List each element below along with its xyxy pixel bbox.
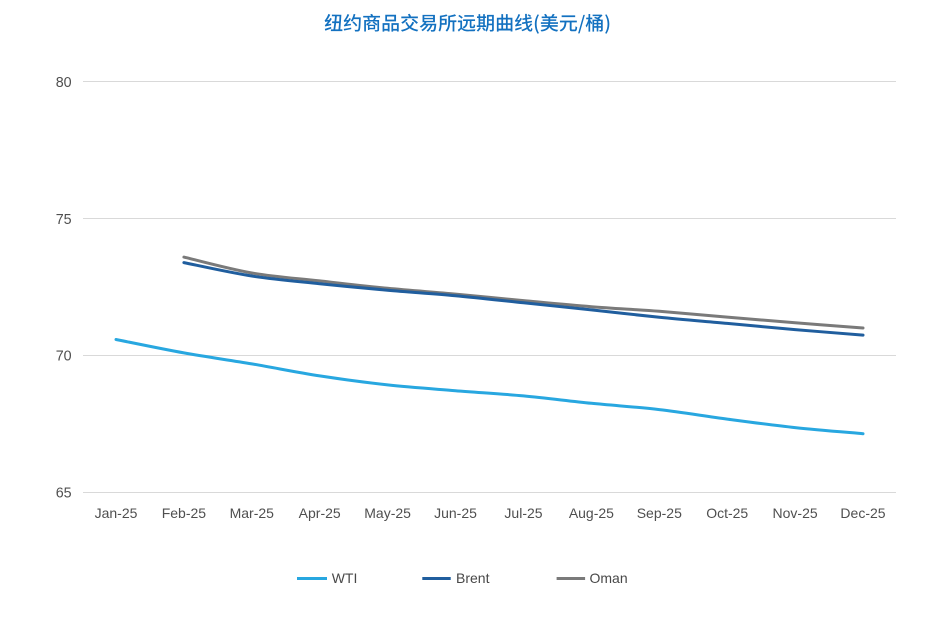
svg-text:Mar-25: Mar-25 — [230, 505, 275, 521]
svg-text:Jul-25: Jul-25 — [504, 505, 542, 521]
svg-text:Feb-25: Feb-25 — [162, 505, 207, 521]
svg-text:80: 80 — [56, 75, 72, 91]
svg-text:WTI: WTI — [332, 570, 358, 586]
svg-text:Oct-25: Oct-25 — [706, 505, 748, 521]
svg-text:Apr-25: Apr-25 — [299, 505, 341, 521]
svg-text:Jan-25: Jan-25 — [95, 505, 138, 521]
svg-text:May-25: May-25 — [364, 505, 411, 521]
svg-text:65: 65 — [56, 486, 72, 502]
svg-text:Sep-25: Sep-25 — [637, 505, 682, 521]
svg-text:Oman: Oman — [590, 570, 628, 586]
svg-text:Jun-25: Jun-25 — [434, 505, 477, 521]
svg-text:70: 70 — [56, 349, 72, 365]
svg-text:Brent: Brent — [456, 570, 490, 586]
svg-text:75: 75 — [56, 212, 72, 228]
svg-text:Dec-25: Dec-25 — [840, 505, 885, 521]
svg-text:Aug-25: Aug-25 — [569, 505, 614, 521]
svg-text:Nov-25: Nov-25 — [773, 505, 818, 521]
